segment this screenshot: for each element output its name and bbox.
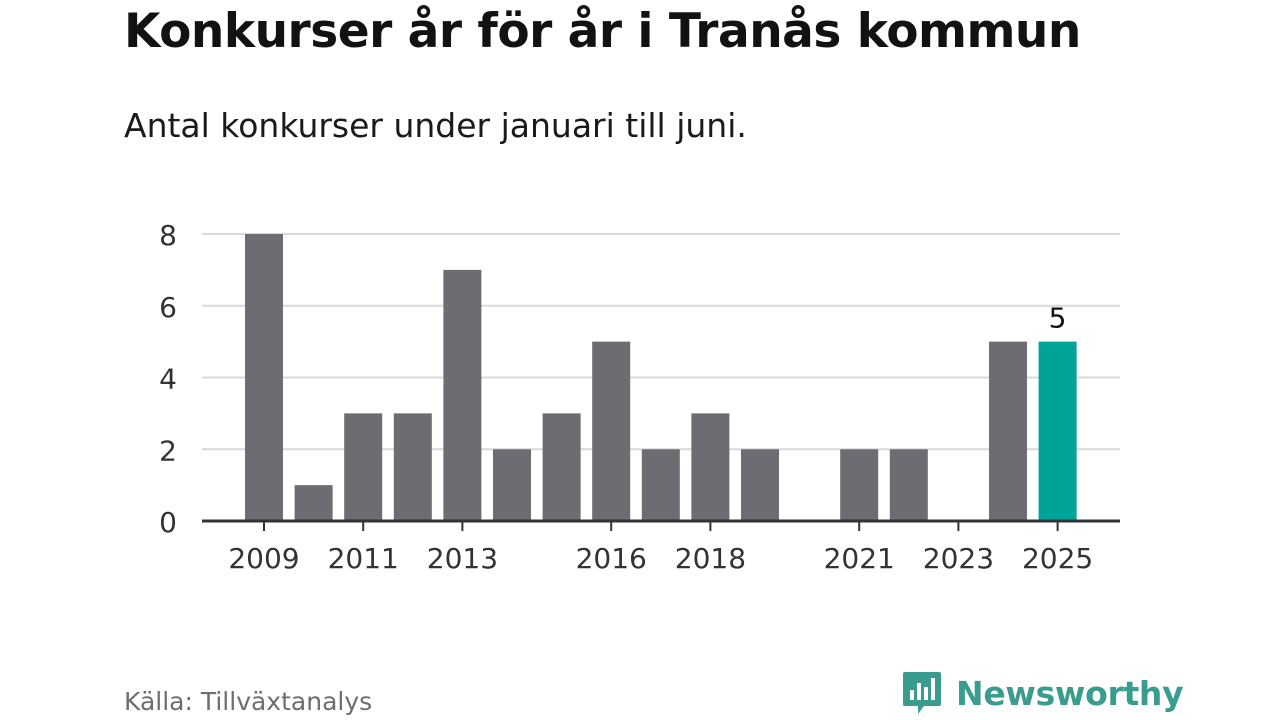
y-axis-ticks: 0 2 4 6 8 — [159, 219, 177, 539]
chart-title: Konkurser år för år i Tranås kommun — [124, 4, 1081, 59]
chart-subtitle: Antal konkurser under januari till juni. — [124, 106, 747, 145]
brand-name: Newsworthy — [956, 673, 1184, 713]
y-tick-label: 2 — [159, 434, 177, 467]
data-labels: 5 — [1049, 302, 1067, 335]
bar — [245, 234, 283, 521]
bar — [989, 341, 1027, 521]
y-tick-label: 4 — [159, 363, 177, 396]
x-tick-label: 2016 — [576, 542, 647, 575]
x-tick-label: 2025 — [1022, 542, 1093, 575]
x-tick-label: 2018 — [675, 542, 746, 575]
y-tick-label: 0 — [159, 506, 177, 539]
bar — [592, 341, 631, 521]
source-note: Källa: Tillväxtanalys — [124, 687, 373, 716]
newsworthy-logo-icon — [903, 672, 941, 714]
bar — [889, 449, 928, 521]
x-tick-label: 2021 — [824, 542, 895, 575]
y-tick-label: 8 — [159, 219, 177, 252]
bar-highlight — [1038, 341, 1077, 521]
y-tick-label: 6 — [159, 291, 177, 324]
x-axis-ticks: 2009 2011 2013 2016 2018 2021 2023 2025 — [228, 521, 1093, 575]
bar — [641, 449, 680, 521]
bar-chart: 0 2 4 6 8 2009 2011 2013 2016 2018 2021 2023 2025 5 — [159, 219, 1120, 575]
x-tick-label: 2011 — [328, 542, 399, 575]
bar — [493, 449, 531, 521]
bar — [741, 449, 779, 521]
data-label: 5 — [1049, 302, 1067, 335]
bar — [840, 449, 879, 521]
bar — [393, 413, 432, 521]
bars — [245, 234, 1077, 521]
bar — [344, 413, 383, 521]
gridlines — [202, 233, 1120, 451]
x-tick-label: 2023 — [923, 542, 994, 575]
newsworthy-logo: Newsworthy — [902, 670, 1184, 716]
x-tick-label: 2013 — [427, 542, 498, 575]
bar — [294, 485, 333, 521]
x-tick-label: 2009 — [228, 542, 299, 575]
bar — [542, 413, 581, 521]
bar — [443, 269, 482, 521]
bar — [691, 413, 730, 521]
